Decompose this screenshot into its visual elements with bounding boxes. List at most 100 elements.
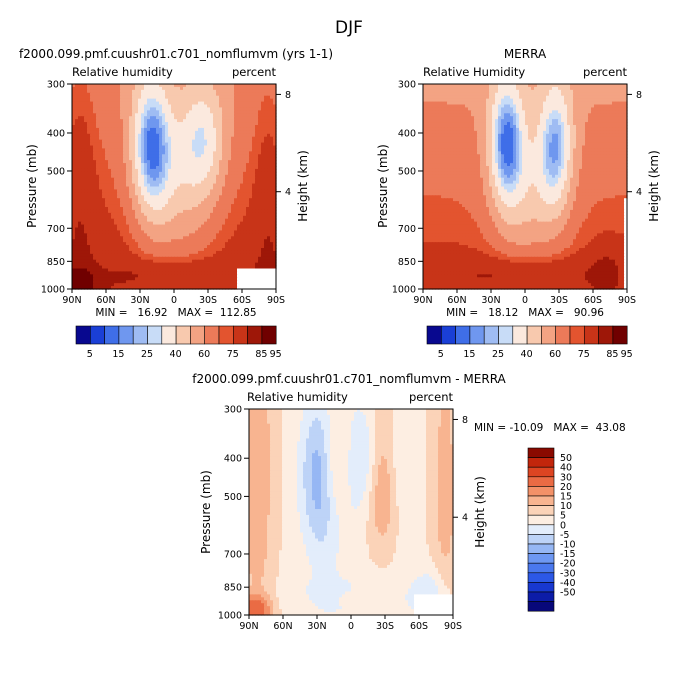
heatmap-cell <box>174 239 178 243</box>
heatmap-cell <box>219 119 223 123</box>
heatmap-cell <box>189 154 193 158</box>
heatmap-cell <box>174 218 178 223</box>
heatmap-cell <box>183 133 187 138</box>
heatmap-cell <box>219 209 223 214</box>
heatmap-cell <box>135 154 139 158</box>
heatmap-cell <box>270 268 274 273</box>
heatmap-cell <box>168 215 172 220</box>
heatmap-cell <box>111 283 115 287</box>
heatmap-cell <box>249 151 253 155</box>
heatmap-cell <box>75 224 79 229</box>
heatmap-cell <box>207 130 211 135</box>
heatmap-cell <box>156 157 160 161</box>
heatmap-cell <box>114 163 118 167</box>
heatmap-cell <box>111 119 115 123</box>
heatmap-cell <box>177 239 181 243</box>
heatmap-cell <box>126 95 130 100</box>
heatmap-cell <box>267 215 271 220</box>
heatmap-cell <box>240 157 244 161</box>
heatmap-cell <box>234 101 238 106</box>
heatmap-cell <box>261 139 265 144</box>
heatmap-cell <box>108 259 112 264</box>
heatmap-cell <box>78 207 82 211</box>
heatmap-cell <box>123 209 127 214</box>
heatmap-cell <box>117 262 121 267</box>
heatmap-cell <box>240 107 244 111</box>
heatmap-cell <box>267 119 271 123</box>
heatmap-cell <box>90 250 94 255</box>
heatmap-cell <box>96 177 100 182</box>
heatmap-cell <box>189 130 193 135</box>
heatmap-cell <box>228 166 232 170</box>
heatmap-cell <box>231 116 235 120</box>
heatmap-cell <box>153 253 157 258</box>
heatmap-cell <box>267 122 271 126</box>
heatmap-cell <box>258 177 262 182</box>
heatmap-cell <box>81 116 85 120</box>
heatmap-cell <box>207 236 211 240</box>
heatmap-cell <box>123 110 127 114</box>
heatmap-cell <box>102 110 106 114</box>
heatmap-cell <box>93 98 97 103</box>
heatmap-cell <box>138 209 142 214</box>
heatmap-cell <box>225 177 229 182</box>
heatmap-cell <box>75 145 79 150</box>
heatmap-cell <box>159 271 163 275</box>
heatmap-cell <box>219 160 223 164</box>
heatmap-cell <box>258 230 262 234</box>
heatmap-cell <box>96 84 100 88</box>
heatmap-cell <box>255 259 259 264</box>
heatmap-cell <box>96 136 100 141</box>
heatmap-cell <box>72 233 76 237</box>
heatmap-cell <box>93 239 97 243</box>
heatmap-cell <box>240 259 244 264</box>
heatmap-cell <box>186 166 190 170</box>
heatmap-cell <box>132 86 136 91</box>
heatmap-cell <box>240 89 244 94</box>
heatmap-cell <box>87 262 91 267</box>
heatmap-cell <box>240 253 244 258</box>
heatmap-cell <box>180 233 184 237</box>
heatmap-cell <box>162 139 166 144</box>
heatmap-cell <box>174 274 178 278</box>
heatmap-cell <box>228 113 232 117</box>
heatmap-cell <box>225 207 229 211</box>
heatmap-cell <box>252 130 256 135</box>
heatmap-cell <box>231 256 235 261</box>
heatmap-cell <box>105 110 109 114</box>
heatmap-cell <box>102 262 106 267</box>
heatmap-cell <box>150 166 154 170</box>
heatmap-cell <box>168 230 172 234</box>
heatmap-cell <box>147 195 151 199</box>
heatmap-cell <box>183 110 187 114</box>
heatmap-cell <box>117 107 121 111</box>
heatmap-cell <box>237 271 241 275</box>
heatmap-cell <box>171 248 175 252</box>
heatmap-cell <box>243 166 247 170</box>
heatmap-cell <box>87 110 91 114</box>
heatmap-cell <box>117 192 121 196</box>
heatmap-cell <box>423 89 427 94</box>
heatmap-cell <box>216 218 220 223</box>
heatmap-cell <box>213 151 217 155</box>
heatmap-cell <box>93 230 97 234</box>
heatmap-cell <box>237 265 241 270</box>
heatmap-cell <box>99 209 103 214</box>
heatmap-cell <box>123 256 127 261</box>
heatmap-cell <box>102 283 106 287</box>
heatmap-cell <box>198 221 202 226</box>
heatmap-cell <box>87 142 91 147</box>
heatmap-cell <box>78 233 82 237</box>
heatmap-cell <box>120 142 124 147</box>
heatmap-cell <box>204 283 208 287</box>
heatmap-cell <box>240 163 244 167</box>
heatmap-cell <box>267 89 271 94</box>
heatmap-cell <box>81 180 85 185</box>
heatmap-cell <box>144 122 148 126</box>
heatmap-cell <box>492 86 496 91</box>
heatmap-cell <box>141 221 145 226</box>
heatmap-cell <box>99 265 103 270</box>
heatmap-cell <box>264 127 268 132</box>
heatmap-cell <box>201 256 205 261</box>
heatmap-cell <box>177 145 181 150</box>
